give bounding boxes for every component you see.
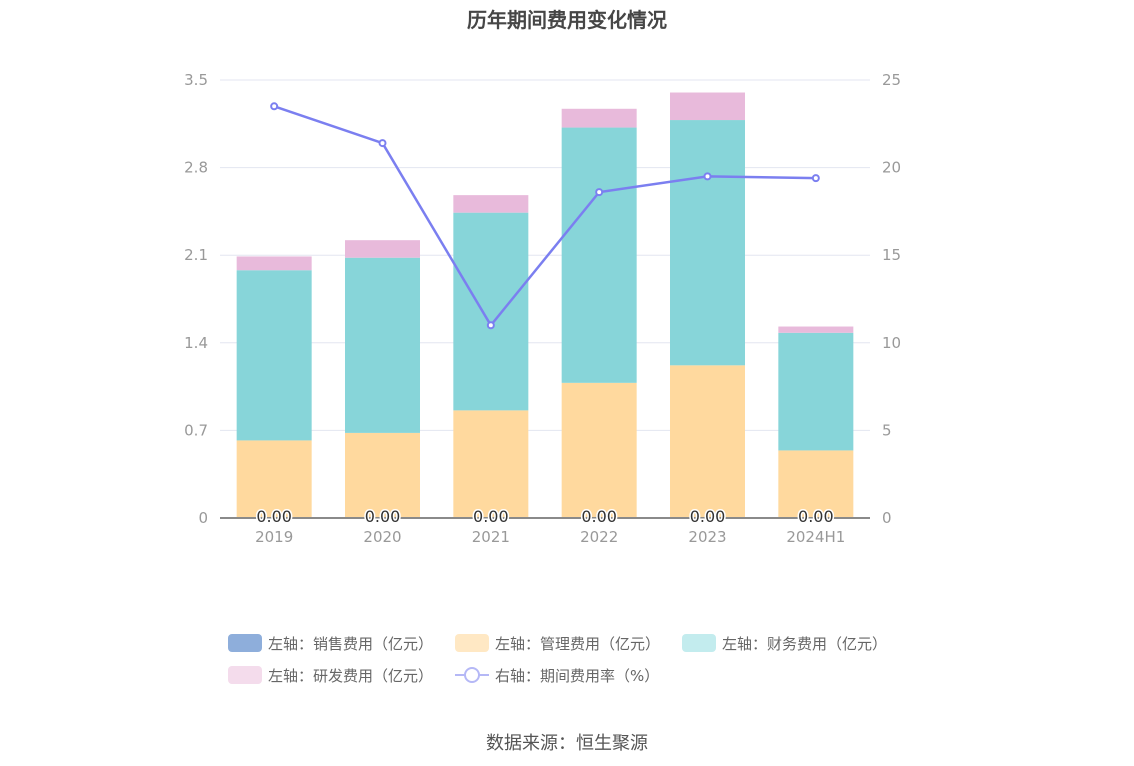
left-axis-tick-label: 0 [198,509,208,527]
legend-swatch-admin [455,634,490,652]
legend-label-rnd: 左轴：研发费用（亿元） [268,666,434,685]
expense-rate-point [486,321,495,330]
legend-item-admin[interactable]: 左轴：管理费用（亿元） [455,630,660,656]
expense-rate-line [273,105,816,328]
chart-title: 历年期间费用变化情况 [467,8,667,32]
bar-segment-2 [453,410,529,518]
bar-segment-2 [670,365,745,518]
bar-data-label: 0.00 [256,507,292,526]
legend-swatch-expense-rate [455,666,490,684]
legend-swatch-rnd [228,666,262,684]
legend-label-expense-rate: 右轴：期间费用率（%） [495,666,660,685]
legend-item-expense-rate[interactable]: 右轴：期间费用率（%） [455,662,659,688]
bar-segment-4 [453,195,529,213]
left-axis-tick-label: 2.1 [184,246,208,264]
x-axis-tick-label: 2022 [580,528,618,546]
expense-rate-point [378,139,387,148]
legend-label-finance: 左轴：财务费用（亿元） [722,634,888,653]
data-source: 数据来源：恒生聚源 [486,733,648,754]
bar-segment-3 [561,127,637,383]
left-axis-tick-label: 2.8 [184,159,208,177]
bar-segment-3 [236,270,312,441]
legend-swatch-finance [682,634,717,652]
legend-item-sales[interactable]: 左轴：销售费用（亿元） [228,630,433,656]
bar-segment-4 [236,256,312,271]
left-axis-tick-label: 0.7 [184,421,208,439]
legend-label-sales: 左轴：销售费用（亿元） [268,634,434,653]
right-axis-tick-label: 0 [882,509,892,527]
bar-segment-4 [670,92,745,121]
bar-segment-3 [453,212,529,411]
expense-rate-point [811,174,820,183]
right-axis-tick-label: 10 [882,334,901,352]
bar-segment-3 [670,120,745,366]
legend-label-admin: 左轴：管理费用（亿元） [495,634,661,653]
x-axis-tick-label: 2021 [472,528,510,546]
bar-segment-2 [345,432,420,518]
bar-segment-3 [345,257,420,433]
legend-item-finance[interactable]: 左轴：财务费用（亿元） [682,630,887,656]
bar-data-label: 0.00 [365,507,401,526]
right-axis-tick-label: 20 [882,159,901,177]
bar-data-label: 0.00 [581,507,617,526]
x-axis-tick-label: 2023 [688,528,726,546]
bar-segment-2 [778,450,854,518]
x-axis-tick-label: 2019 [255,528,293,546]
x-axis-tick-label: 2020 [363,528,401,546]
bar-segment-4 [778,326,854,333]
bar-segment-2 [236,440,312,518]
legend-swatch-sales [228,634,262,652]
expense-rate-point [595,188,604,197]
right-axis-tick-label: 25 [882,71,901,89]
chart-legend: 左轴：销售费用（亿元） 左轴：管理费用（亿元） 左轴：财务费用（亿元） 左轴：研… [228,630,928,694]
x-axis-tick-label: 2024H1 [786,528,845,546]
bar-data-label: 0.00 [473,507,509,526]
bar-data-label: 0.00 [798,507,834,526]
bar-segment-4 [345,240,420,258]
left-axis-tick-label: 1.4 [184,334,208,352]
legend-item-rnd[interactable]: 左轴：研发费用（亿元） [228,662,433,688]
bar-segment-2 [561,382,637,518]
legend-row-2: 左轴：研发费用（亿元） 右轴：期间费用率（%） [228,662,928,688]
expense-rate-point [270,102,279,111]
legend-row-1: 左轴：销售费用（亿元） 左轴：管理费用（亿元） 左轴：财务费用（亿元） [228,630,928,656]
right-axis-tick-label: 15 [882,246,901,264]
expense-rate-point [703,172,712,181]
left-axis-tick-label: 3.5 [184,71,208,89]
bar-segment-4 [561,108,637,128]
bar-segment-3 [778,332,854,451]
right-axis-tick-label: 5 [882,421,892,439]
bar-data-label: 0.00 [690,507,726,526]
chart-canvas: 0 0.7 1.4 2.1 2.8 3.5 0 5 10 15 20 25 2019 2020 2021 20… [184,71,901,546]
